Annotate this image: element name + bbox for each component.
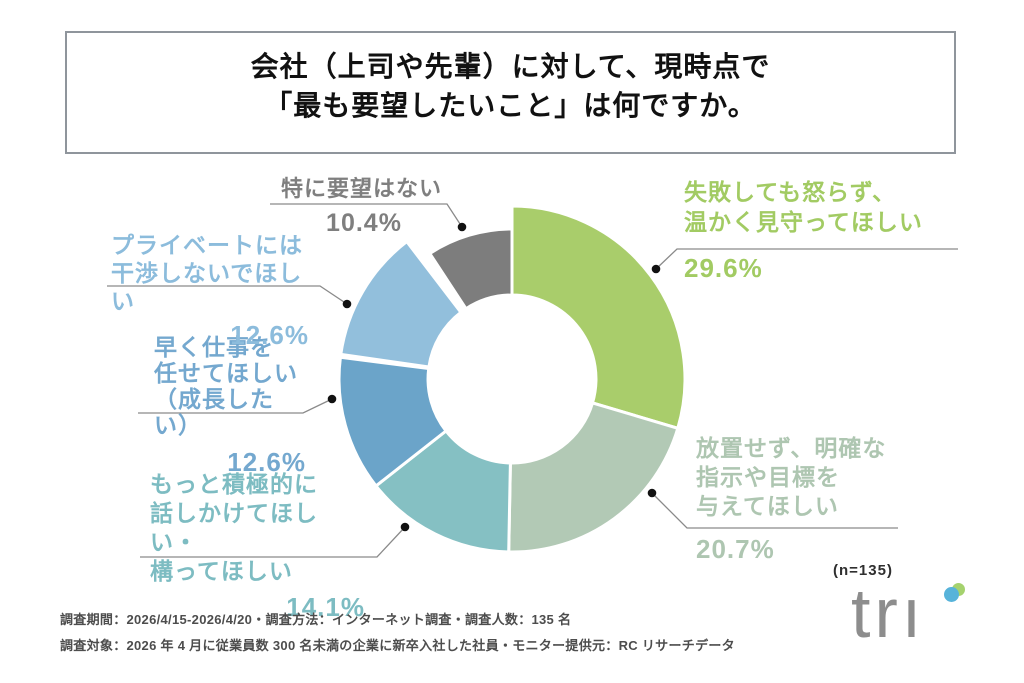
slice-label-text: 失敗しても怒らず、 bbox=[684, 179, 897, 205]
tri-logo: trı bbox=[851, 574, 981, 660]
title-box: 会社（上司や先輩）に対して、現時点で 「最も要望したいこと」は何ですか。 bbox=[65, 31, 956, 154]
slice-label-text: 温かく見守ってほしい bbox=[684, 209, 923, 235]
sample-size-label: (n=135) bbox=[833, 562, 893, 579]
leader-line bbox=[651, 492, 898, 529]
donut-slice bbox=[427, 227, 514, 311]
slice-label-text: 与えてほしい bbox=[696, 493, 839, 519]
leader-dot bbox=[647, 488, 657, 498]
slice-label-clear-goals: 放置せず、明確な 指示や目標を 与えてほしい 20.7% bbox=[696, 434, 926, 565]
slice-label-text: 指示や目標を bbox=[696, 464, 840, 490]
slice-label-talk-to-me: もっと積極的に 話しかけてほしい・ 構ってほしい 14.1% bbox=[150, 470, 365, 623]
leader-line bbox=[270, 203, 463, 228]
leader-dot bbox=[651, 264, 661, 274]
slice-label-text: 任せてほしい bbox=[154, 360, 298, 386]
leader-line bbox=[140, 526, 406, 558]
slice-percent: 14.1% bbox=[286, 592, 365, 622]
slice-label-no-request: 特に要望はない 10.4% bbox=[281, 174, 447, 238]
slice-label-text: 特に要望はない bbox=[281, 176, 443, 201]
slice-percent: 10.4% bbox=[326, 209, 402, 237]
slice-percent: 12.6% bbox=[227, 447, 306, 477]
slice-label-text: 早く仕事を bbox=[154, 334, 274, 360]
survey-note-line1: 調査期間：2026/4/15-2026/4/20・調査方法：インターネット調査・… bbox=[60, 612, 572, 627]
survey-note-line2: 調査対象：2026 年 4 月に従業員数 300 名未満の企業に新卒入社した社員… bbox=[60, 638, 735, 653]
donut-slice bbox=[507, 401, 680, 554]
slice-label-text: もっと積極的に bbox=[150, 471, 318, 497]
donut-slice bbox=[339, 239, 464, 369]
slice-percent: 20.7% bbox=[696, 534, 775, 564]
slice-percent: 12.6% bbox=[230, 320, 309, 350]
tri-logo-dot-blue-icon bbox=[944, 587, 959, 602]
survey-notes: 調査期間：2026/4/15-2026/4/20・調査方法：インターネット調査・… bbox=[60, 607, 735, 659]
leader-dot bbox=[327, 394, 337, 404]
page-title-line2: 「最も要望したいこと」は何ですか。 bbox=[264, 90, 757, 121]
slice-label-text: プライベートには bbox=[111, 232, 303, 258]
slice-label-text: 話しかけてほしい・ bbox=[150, 500, 318, 555]
leader-line bbox=[655, 248, 958, 270]
leader-dot bbox=[400, 522, 410, 532]
slice-label-text: （成長したい） bbox=[154, 386, 274, 438]
page-title-line1: 会社（上司や先輩）に対して、現時点で bbox=[250, 51, 771, 82]
slice-label-warm-support: 失敗しても怒らず、 温かく見守ってほしい 29.6% bbox=[684, 177, 974, 284]
tri-logo-text: trı bbox=[851, 574, 926, 652]
donut-slice bbox=[337, 355, 449, 489]
leader-line bbox=[138, 398, 333, 414]
slice-label-entrust-work: 早く仕事を 任せてほしい （成長したい） 12.6% bbox=[154, 334, 306, 478]
slice-label-text: 構ってほしい bbox=[150, 558, 293, 584]
slice-label-privacy: プライベートには 干渉しないでほしい 12.6% bbox=[111, 231, 309, 351]
leader-dot bbox=[457, 222, 467, 232]
slice-percent: 29.6% bbox=[684, 253, 763, 283]
leader-line bbox=[107, 285, 348, 305]
donut-slice bbox=[510, 204, 687, 431]
leader-dot bbox=[342, 299, 352, 309]
slice-label-text: 干渉しないでほしい bbox=[111, 260, 303, 314]
slice-label-text: 放置せず、明確な bbox=[696, 435, 887, 461]
